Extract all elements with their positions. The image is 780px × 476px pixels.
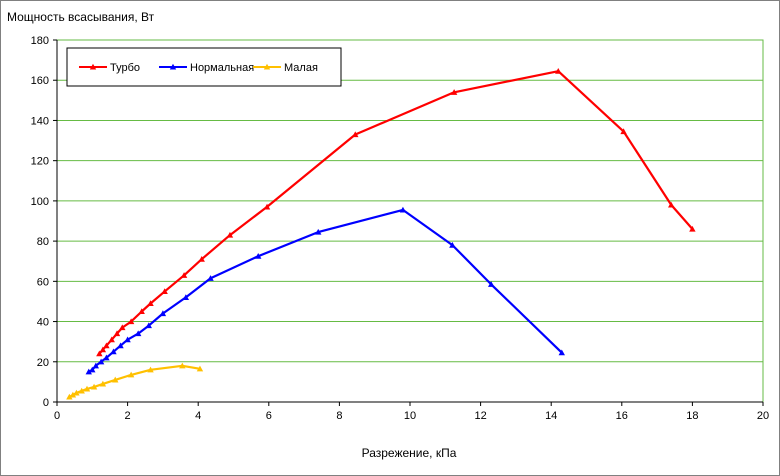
legend-label: Малая: [284, 62, 318, 74]
data-point-marker: [138, 308, 145, 315]
x-tick-label: 14: [545, 410, 557, 422]
y-tick-label: 60: [37, 276, 49, 288]
x-tick-label: 8: [336, 410, 342, 422]
data-point-marker: [69, 391, 77, 398]
data-point-marker: [90, 383, 98, 390]
legend-label: Турбо: [110, 62, 140, 74]
data-point-marker: [182, 294, 190, 300]
series-line: [88, 208, 563, 373]
data-point-marker: [78, 387, 85, 394]
data-point-marker: [89, 366, 96, 373]
x-tick-label: 6: [266, 410, 272, 422]
legend-entry: Малая: [253, 62, 318, 74]
series-1: [96, 67, 696, 357]
data-point-marker: [83, 385, 91, 392]
grid-lines: [57, 79, 763, 363]
y-tick-label: 180: [31, 35, 49, 47]
data-point-marker: [112, 376, 119, 383]
legend-label: Нормальная: [190, 62, 254, 74]
data-point-marker: [207, 275, 214, 281]
series-3: [66, 362, 204, 400]
data-point-marker: [196, 365, 204, 372]
data-point-marker: [198, 256, 205, 262]
data-point-marker: [110, 348, 117, 355]
y-axis-title: Мощность всасывания, Вт: [7, 10, 155, 24]
data-point-marker: [558, 349, 565, 356]
data-point-marker: [179, 362, 186, 369]
data-point-marker: [113, 330, 121, 337]
y-tick-label: 80: [37, 236, 49, 248]
data-point-marker: [99, 346, 107, 353]
data-point-marker: [99, 380, 107, 387]
data-point-marker: [85, 368, 92, 375]
x-tick-label: 12: [474, 410, 486, 422]
y-tick-label: 20: [37, 357, 49, 369]
data-point-marker: [73, 389, 80, 396]
plot-area: [56, 39, 764, 403]
data-point-marker: [145, 322, 152, 329]
data-point-marker: [263, 203, 271, 210]
data-point-marker: [103, 342, 110, 349]
data-point-marker: [161, 288, 168, 294]
y-tick-label: 0: [43, 397, 49, 409]
data-point-marker: [226, 231, 234, 238]
y-tick-label: 40: [37, 317, 49, 329]
legend-swatch-marker: [89, 63, 97, 70]
data-point-marker: [147, 300, 154, 307]
data-point-marker: [449, 241, 456, 248]
x-tick-label: 2: [125, 410, 131, 422]
x-tick-label: 18: [686, 410, 698, 422]
legend-swatch-marker: [263, 63, 271, 70]
data-point-marker: [620, 128, 627, 135]
data-point-marker: [487, 281, 495, 287]
x-tick-label: 4: [195, 410, 201, 422]
data-point-marker: [315, 228, 322, 235]
legend-entry: Турбо: [79, 62, 140, 74]
x-tick-label: 16: [616, 410, 628, 422]
data-point-marker: [555, 67, 562, 74]
x-tick-label: 0: [54, 410, 60, 422]
data-point-marker: [689, 225, 696, 232]
x-axis-title: Разрежение, кПа: [362, 446, 457, 460]
y-tick-label: 140: [31, 115, 49, 127]
data-point-marker: [147, 366, 154, 373]
series-2: [85, 206, 565, 375]
x-tick-label: 10: [404, 410, 416, 422]
data-point-marker: [119, 324, 126, 331]
data-point-marker: [352, 131, 359, 138]
data-point-marker: [124, 336, 131, 343]
series-group: [66, 67, 696, 400]
y-tick-label: 120: [31, 156, 49, 168]
data-point-marker: [96, 350, 103, 357]
data-point-marker: [127, 371, 135, 378]
data-point-marker: [103, 354, 110, 361]
data-point-marker: [127, 318, 135, 325]
data-point-marker: [180, 272, 188, 278]
x-tick-label: 20: [757, 410, 769, 422]
data-point-marker: [134, 330, 142, 337]
legend-entry: Нормальная: [159, 62, 254, 74]
y-tick-label: 100: [31, 196, 49, 208]
data-point-marker: [117, 342, 124, 349]
y-tick-label: 160: [31, 75, 49, 87]
data-point-marker: [255, 252, 262, 259]
data-point-marker: [668, 201, 675, 208]
data-point-marker: [66, 393, 73, 400]
legend: Турбо Нормальная Малая: [66, 47, 342, 87]
legend-swatch-marker: [169, 63, 177, 70]
legend-box: [66, 47, 342, 87]
data-point-marker: [92, 362, 100, 369]
data-point-marker: [399, 206, 407, 213]
axes: 0 20 40 60 80 100 120 140 160 180 0 2 4 6 8 10 12 14 16 18 2…: [31, 35, 769, 422]
data-point-marker: [450, 89, 458, 95]
data-point-marker: [108, 336, 115, 343]
data-point-marker: [159, 310, 167, 317]
data-point-marker: [97, 358, 105, 365]
